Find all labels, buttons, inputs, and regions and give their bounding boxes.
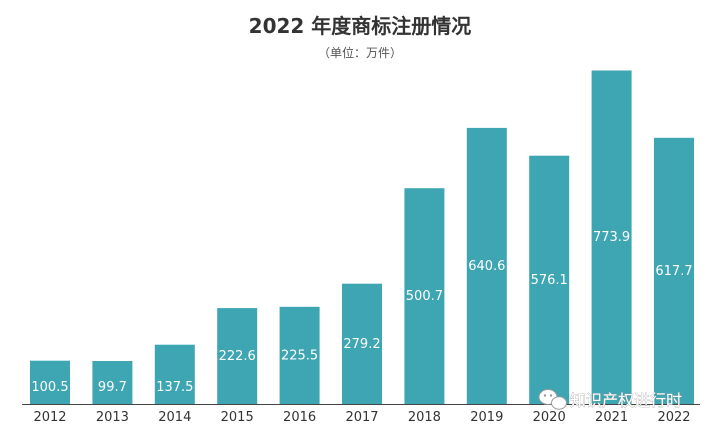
bar-2017 — [342, 283, 382, 404]
x-tick-2020: 2020 — [533, 410, 566, 425]
bar-2016 — [279, 306, 320, 404]
data-label-2013: 99.7 — [98, 380, 127, 395]
data-label-2015: 222.6 — [219, 349, 256, 364]
x-tick-2022: 2022 — [657, 410, 690, 425]
chart-title: 2022 年度商标注册情况 — [249, 14, 472, 38]
data-label-2022: 617.7 — [655, 264, 692, 279]
bar-2014 — [154, 344, 195, 404]
bar-2022 — [654, 137, 694, 405]
x-tick-2014: 2014 — [158, 410, 191, 425]
data-label-2012: 100.5 — [31, 380, 68, 395]
x-tick-2013: 2013 — [96, 410, 129, 425]
x-tick-2019: 2019 — [470, 410, 503, 425]
x-tick-2021: 2021 — [595, 410, 628, 425]
x-tick-labels-group: 2012 2013 2014 2015 2016 2017 2018 2019 2020 2021… — [33, 410, 690, 425]
data-label-2019: 640.6 — [468, 259, 505, 274]
data-label-2014: 137.5 — [156, 380, 193, 395]
data-label-2020: 576.1 — [531, 273, 568, 288]
data-label-2021: 773.9 — [593, 230, 630, 245]
x-tick-2018: 2018 — [408, 410, 441, 425]
data-labels-group: 100.5 99.7 137.5 222.6 225.5 279.2 500.7 640.6 5… — [31, 230, 692, 395]
bar-2019 — [466, 127, 507, 405]
wechat-icon — [538, 389, 567, 410]
data-label-2016: 225.5 — [281, 348, 318, 363]
x-tick-2017: 2017 — [345, 410, 378, 425]
x-tick-2012: 2012 — [33, 410, 66, 425]
bars-group — [30, 70, 694, 405]
data-label-2017: 279.2 — [343, 337, 380, 352]
chart-subtitle: （单位：万件） — [318, 45, 402, 60]
bar-2020 — [529, 155, 570, 404]
bar-2012 — [30, 360, 70, 404]
bar-2015 — [217, 308, 258, 404]
watermark: 知识产权进行时 — [538, 389, 682, 410]
x-tick-2016: 2016 — [283, 410, 316, 425]
bar-2013 — [92, 361, 133, 404]
data-label-2018: 500.7 — [406, 289, 443, 304]
bar-2018 — [404, 188, 445, 404]
x-tick-2015: 2015 — [221, 410, 254, 425]
watermark-text: 知识产权进行时 — [570, 391, 682, 410]
bar-2021 — [591, 70, 632, 404]
